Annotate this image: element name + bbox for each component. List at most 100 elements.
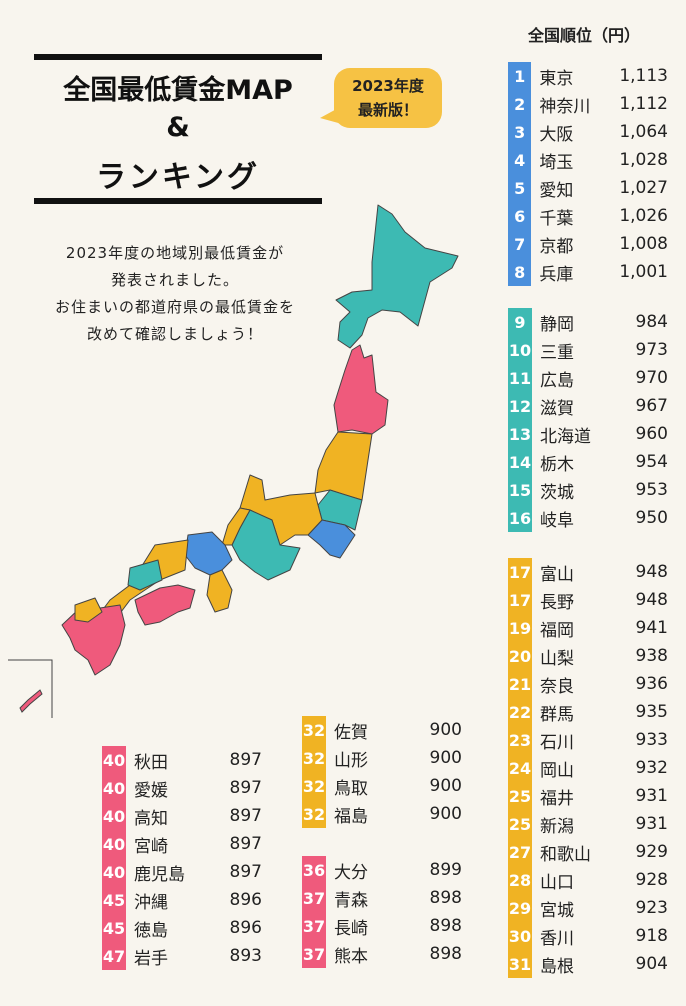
minimum-wage: 1,026	[619, 206, 668, 226]
prefecture-name: 奈良	[540, 676, 574, 697]
japan-map	[8, 204, 459, 718]
minimum-wage: 960	[635, 424, 668, 444]
intro-line: 改めて確認しましょう！	[86, 325, 263, 343]
intro-text: 2023年度の地域別最低賃金が 発表されました。 お住まいの都道府県の最低賃金を…	[20, 240, 330, 348]
rank-badge: 40	[102, 774, 126, 802]
prefecture-name: 静岡	[540, 314, 574, 335]
prefecture-name: 福井	[540, 788, 574, 809]
title-line-3: ランキング	[95, 160, 261, 195]
ranking-row: 20 山梨 938	[508, 642, 668, 670]
prefecture-name: 岡山	[540, 760, 574, 781]
rank-badge: 17	[508, 586, 532, 614]
minimum-wage: 1,008	[619, 234, 668, 254]
minimum-wage: 967	[635, 396, 668, 416]
ranking-row: 45 沖縄 896	[102, 886, 262, 914]
ranking-row: 16 岐阜 950	[508, 504, 668, 532]
map-kii-yellow	[206, 569, 233, 613]
map-tohoku-north	[333, 344, 389, 435]
prefecture-name: 北海道	[540, 426, 591, 447]
minimum-wage: 1,028	[619, 150, 668, 170]
minimum-wage: 896	[229, 890, 262, 910]
rank-badge: 47	[102, 942, 126, 970]
prefecture-name: 青森	[334, 890, 368, 911]
ranking-row: 29 宮城 923	[508, 894, 668, 922]
rank-badge: 7	[508, 230, 532, 258]
prefecture-name: 石川	[540, 732, 574, 753]
rank-badge: 15	[508, 476, 532, 504]
prefecture-name: 広島	[540, 370, 574, 391]
rank-badge: 2	[508, 90, 532, 118]
rank-badge: 6	[508, 202, 532, 230]
prefecture-name: 愛知	[539, 180, 574, 201]
ranking-group-pink-left: 40 秋田 897 40 愛媛 897 40 高知 897 40 宮崎 897 40 鹿児島 897 45 沖縄…	[102, 746, 262, 970]
badge-line-1: 2023年度	[352, 77, 424, 95]
prefecture-name: 山形	[334, 750, 368, 771]
prefecture-name: 神奈川	[539, 96, 591, 117]
ranking-row: 2 神奈川 1,112	[508, 90, 668, 118]
minimum-wage: 897	[229, 862, 262, 882]
ranking-row: 22 群馬 935	[508, 698, 668, 726]
prefecture-name: 宮崎	[134, 836, 168, 857]
ranking-row: 17 長野 948	[508, 586, 668, 614]
prefecture-name: 群馬	[540, 704, 574, 725]
minimum-wage: 898	[429, 888, 462, 908]
minimum-wage: 932	[635, 758, 668, 778]
ranking-row: 25 新潟 931	[508, 810, 668, 838]
title-rule-bottom	[34, 198, 322, 204]
prefecture-name: 宮城	[540, 900, 574, 921]
rank-badge: 45	[102, 886, 126, 914]
minimum-wage: 899	[429, 860, 462, 880]
ranking-row: 37 青森 898	[302, 884, 462, 912]
prefecture-name: 福島	[334, 806, 368, 827]
prefecture-name: 兵庫	[539, 264, 574, 285]
rank-badge: 8	[508, 258, 532, 286]
prefecture-name: 岩手	[134, 948, 168, 969]
prefecture-name: 島根	[540, 956, 574, 977]
rank-badge: 22	[508, 698, 532, 726]
badge-line-2: 最新版！	[357, 101, 418, 119]
map-hokuriku-yellow	[221, 507, 251, 546]
title-line-1: 全国最低賃金MAP	[63, 75, 293, 106]
rank-badge: 30	[508, 922, 532, 950]
title-rule-top	[34, 54, 322, 60]
rank-badge: 4	[508, 146, 532, 174]
minimum-wage: 931	[635, 786, 668, 806]
minimum-wage: 948	[635, 590, 668, 610]
ranking-row: 3 大阪 1,064	[508, 118, 668, 146]
prefecture-name: 長野	[540, 592, 574, 613]
ranking-row: 15 茨城 953	[508, 476, 668, 504]
ranking-row: 28 山口 928	[508, 866, 668, 894]
intro-line: お住まいの都道府県の最低賃金を	[54, 298, 295, 316]
ranking-row: 6 千葉 1,026	[508, 202, 668, 230]
ranking-row: 11 広島 970	[508, 364, 668, 392]
map-hokkaido	[335, 204, 459, 349]
minimum-wage: 950	[635, 508, 668, 528]
okinawa-inset-frame	[8, 659, 53, 718]
ranking-row: 10 三重 973	[508, 336, 668, 364]
minimum-wage: 933	[635, 730, 668, 750]
title-line-2: &	[166, 112, 190, 143]
minimum-wage: 897	[229, 750, 262, 770]
prefecture-name: 福岡	[540, 620, 574, 641]
ranking-row: 14 栃木 954	[508, 448, 668, 476]
minimum-wage: 893	[229, 946, 262, 966]
ranking-row: 24 岡山 932	[508, 754, 668, 782]
ranking-row: 37 熊本 898	[302, 940, 462, 968]
ranking-row: 19 福岡 941	[508, 614, 668, 642]
rank-badge: 5	[508, 174, 532, 202]
rank-badge: 28	[508, 866, 532, 894]
ranking-row: 7 京都 1,008	[508, 230, 668, 258]
ranking-row: 21 奈良 936	[508, 670, 668, 698]
rank-badge: 36	[302, 856, 326, 884]
minimum-wage: 941	[635, 618, 668, 638]
prefecture-name: 岐阜	[540, 510, 574, 531]
map-tohoku-south	[314, 431, 373, 501]
minimum-wage: 1,064	[619, 122, 668, 142]
ranking-row: 9 静岡 984	[508, 308, 668, 336]
rank-badge: 1	[508, 62, 532, 90]
prefecture-name: 鳥取	[334, 778, 368, 799]
rank-badge: 24	[508, 754, 532, 782]
rank-badge: 21	[508, 670, 532, 698]
prefecture-name: 富山	[540, 564, 574, 585]
minimum-wage: 973	[635, 340, 668, 360]
